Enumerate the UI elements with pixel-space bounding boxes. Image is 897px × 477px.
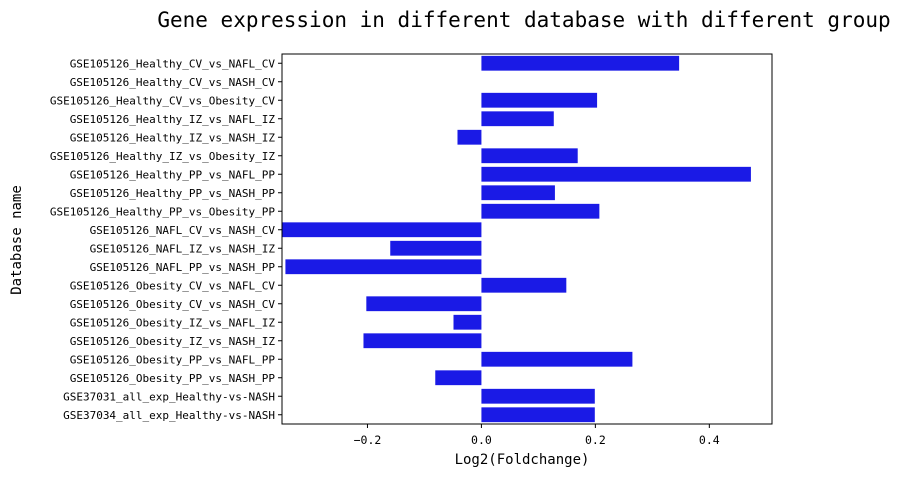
y-tick-label: GSE105126_Healthy_IZ_vs_NASH_IZ [70, 131, 276, 144]
x-tick-label: 0.4 [699, 433, 720, 447]
y-axis-label: Database name [9, 185, 25, 295]
bar-3 [481, 111, 554, 127]
y-tick-label: GSE105126_Healthy_IZ_vs_NAFL_IZ [70, 113, 276, 126]
y-tick-label: GSE37031_all_exp_Healthy-vs-NASH [63, 390, 275, 403]
y-tick-label: GSE105126_Obesity_CV_vs_NASH_CV [70, 298, 276, 311]
y-tick-label: GSE105126_NAFL_IZ_vs_NASH_IZ [90, 242, 276, 255]
y-tick-label: GSE105126_Obesity_PP_vs_NAFL_PP [70, 353, 276, 366]
bar-6 [481, 166, 751, 182]
y-tick-label: GSE105126_Obesity_IZ_vs_NASH_IZ [70, 335, 276, 348]
x-axis: −0.2 0.0 0.2 0.4 [354, 424, 720, 447]
y-tick-label: GSE105126_Healthy_IZ_vs_Obesity_IZ [50, 150, 276, 163]
bars-group [282, 55, 751, 423]
bar-18 [481, 388, 595, 404]
bar-16 [481, 351, 633, 367]
chart-title: Gene expression in different database wi… [157, 8, 890, 32]
y-tick-label: GSE105126_Obesity_CV_vs_NAFL_CV [70, 279, 276, 292]
bar-12 [481, 277, 567, 293]
x-axis-label: Log2(Foldchange) [455, 452, 590, 468]
bar-17 [435, 370, 482, 386]
y-tick-label: GSE105126_Healthy_PP_vs_Obesity_PP [50, 205, 276, 218]
bar-8 [481, 203, 600, 219]
y-tick-label: GSE105126_Healthy_PP_vs_NASH_PP [70, 187, 276, 200]
bar-11 [285, 259, 482, 275]
y-tick-label: GSE105126_Obesity_IZ_vs_NAFL_IZ [70, 316, 276, 329]
y-tick-label: GSE105126_Obesity_PP_vs_NASH_PP [70, 372, 276, 385]
bar-5 [481, 148, 578, 164]
bar-9 [282, 222, 482, 238]
plot-area-frame [281, 53, 773, 425]
x-tick-label: −0.2 [354, 433, 382, 447]
bar-2 [481, 92, 598, 108]
x-tick-label: 0.2 [585, 433, 606, 447]
y-tick-label: GSE37034_all_exp_Healthy-vs-NASH [63, 409, 275, 422]
y-tick-label: GSE105126_Healthy_CV_vs_NAFL_CV [70, 57, 276, 70]
y-axis: GSE105126_Healthy_CV_vs_NAFL_CV GSE105126… [50, 57, 282, 422]
y-tick-label: GSE105126_NAFL_CV_vs_NASH_CV [90, 224, 276, 237]
bar-13 [366, 296, 482, 312]
x-tick-label: 0.0 [471, 433, 492, 447]
y-tick-label: GSE105126_NAFL_PP_vs_NASH_PP [90, 261, 276, 274]
bar-0 [481, 55, 680, 71]
bar-19 [481, 407, 595, 423]
y-tick-label: GSE105126_Healthy_CV_vs_NASH_CV [70, 76, 276, 89]
bar-4 [457, 129, 482, 145]
bar-7 [481, 185, 555, 201]
bar-15 [363, 333, 482, 349]
bar-10 [390, 240, 482, 256]
bar-14 [453, 314, 482, 330]
y-tick-label: GSE105126_Healthy_CV_vs_Obesity_CV [50, 94, 276, 107]
y-tick-label: GSE105126_Healthy_PP_vs_NAFL_PP [70, 168, 276, 181]
